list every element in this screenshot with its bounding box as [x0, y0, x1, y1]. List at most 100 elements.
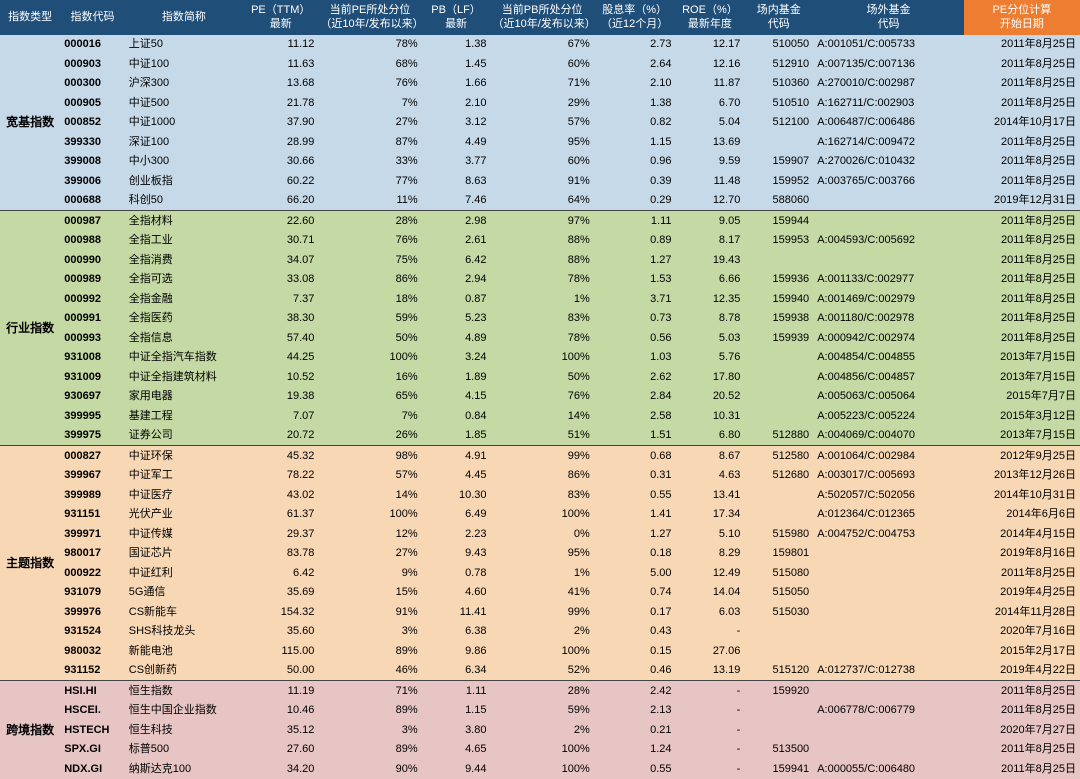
pe-percentile: 65% — [318, 387, 421, 407]
roe: 9.05 — [676, 211, 745, 231]
pe-value: 37.90 — [243, 113, 318, 133]
index-code: 399008 — [60, 152, 125, 172]
fund-outside: A:001051/C:005733 — [813, 35, 964, 55]
pb-value: 4.91 — [422, 446, 491, 466]
roe: 5.10 — [676, 524, 745, 544]
dividend-yield: 0.17 — [594, 602, 676, 622]
index-name: 证券公司 — [125, 426, 243, 446]
pe-percentile: 89% — [318, 740, 421, 760]
index-name: 沪深300 — [125, 74, 243, 94]
roe: 20.52 — [676, 387, 745, 407]
fund-outside — [813, 563, 964, 583]
pe-value: 21.78 — [243, 93, 318, 113]
pe-percentile: 78% — [318, 35, 421, 55]
pb-value: 3.12 — [422, 113, 491, 133]
pb-value: 1.45 — [422, 54, 491, 74]
dividend-yield: 1.41 — [594, 505, 676, 525]
pb-value: 4.15 — [422, 387, 491, 407]
fund-inside: 159940 — [744, 289, 813, 309]
fund-inside — [744, 641, 813, 661]
table-row: 000922中证红利6.429%0.781%5.0012.49515080201… — [0, 563, 1080, 583]
fund-inside: 159953 — [744, 231, 813, 251]
pb-value: 2.61 — [422, 231, 491, 251]
pb-percentile: 64% — [490, 191, 593, 211]
table-row: 930697家用电器19.3865%4.1576%2.8420.52A:0050… — [0, 387, 1080, 407]
fund-outside — [813, 720, 964, 740]
pe-value: 22.60 — [243, 211, 318, 231]
pb-value: 1.66 — [422, 74, 491, 94]
fund-inside — [744, 505, 813, 525]
index-name: 家用电器 — [125, 387, 243, 407]
fund-inside: 159944 — [744, 211, 813, 231]
fund-outside: A:006778/C:006779 — [813, 701, 964, 721]
pb-value: 7.46 — [422, 191, 491, 211]
fund-outside: A:004069/C:004070 — [813, 426, 964, 446]
roe: 17.80 — [676, 367, 745, 387]
pe-value: 27.60 — [243, 740, 318, 760]
fund-outside: A:000055/C:006480 — [813, 759, 964, 779]
pe-value: 11.63 — [243, 54, 318, 74]
roe: 9.59 — [676, 152, 745, 172]
roe: - — [676, 681, 745, 701]
pb-value: 4.65 — [422, 740, 491, 760]
col-header-3: PE（TTM）最新 — [243, 0, 318, 35]
pb-percentile: 100% — [490, 740, 593, 760]
index-code: 000300 — [60, 74, 125, 94]
pe-percentile: 46% — [318, 661, 421, 681]
roe: 12.16 — [676, 54, 745, 74]
fund-outside: A:000942/C:002974 — [813, 328, 964, 348]
pe-start-date: 2019年12月31日 — [964, 191, 1080, 211]
fund-inside: 515120 — [744, 661, 813, 681]
fund-inside: 512880 — [744, 426, 813, 446]
roe: 5.04 — [676, 113, 745, 133]
pe-start-date: 2011年8月25日 — [964, 250, 1080, 270]
table-row: 931151光伏产业61.37100%6.49100%1.4117.34A:01… — [0, 505, 1080, 525]
pe-percentile: 77% — [318, 171, 421, 191]
pe-start-date: 2011年8月25日 — [964, 309, 1080, 329]
group-label: 跨境指数 — [0, 681, 60, 779]
index-code: SPX.GI — [60, 740, 125, 760]
dividend-yield: 2.58 — [594, 406, 676, 426]
pe-start-date: 2011年8月25日 — [964, 701, 1080, 721]
fund-outside: A:001180/C:002978 — [813, 309, 964, 329]
index-name: 5G通信 — [125, 583, 243, 603]
pe-value: 30.71 — [243, 231, 318, 251]
pb-value: 4.45 — [422, 466, 491, 486]
pe-value: 35.60 — [243, 622, 318, 642]
dividend-yield: 0.39 — [594, 171, 676, 191]
table-row: 000988全指工业30.7176%2.6188%0.898.17159953A… — [0, 231, 1080, 251]
roe: 14.04 — [676, 583, 745, 603]
fund-outside — [813, 544, 964, 564]
dividend-yield: 3.71 — [594, 289, 676, 309]
pb-value: 2.10 — [422, 93, 491, 113]
roe: - — [676, 701, 745, 721]
pb-value: 9.43 — [422, 544, 491, 564]
dividend-yield: 0.43 — [594, 622, 676, 642]
roe: 5.03 — [676, 328, 745, 348]
roe: 6.03 — [676, 602, 745, 622]
dividend-yield: 0.31 — [594, 466, 676, 486]
table-row: 000852中证100037.9027%3.1257%0.825.0451210… — [0, 113, 1080, 133]
pe-percentile: 3% — [318, 720, 421, 740]
fund-outside — [813, 740, 964, 760]
table-row: 399330深证10028.9987%4.4995%1.1513.69A:162… — [0, 132, 1080, 152]
fund-outside — [813, 211, 964, 231]
roe: 6.66 — [676, 270, 745, 290]
index-code: 000905 — [60, 93, 125, 113]
index-name: 上证50 — [125, 35, 243, 55]
table-row: 000992全指金融7.3718%0.871%3.7112.35159940A:… — [0, 289, 1080, 309]
pb-value: 1.85 — [422, 426, 491, 446]
pb-value: 2.23 — [422, 524, 491, 544]
pe-percentile: 33% — [318, 152, 421, 172]
table-row: 399971中证传媒29.3712%2.230%1.275.10515980A:… — [0, 524, 1080, 544]
fund-inside: 159801 — [744, 544, 813, 564]
fund-outside: A:502057/C:502056 — [813, 485, 964, 505]
fund-inside: 512910 — [744, 54, 813, 74]
index-name: 中证医疗 — [125, 485, 243, 505]
fund-outside — [813, 681, 964, 701]
fund-inside: 512580 — [744, 446, 813, 466]
index-code: HSTECH — [60, 720, 125, 740]
table-row: 000989全指可选33.0886%2.9478%1.536.66159936A… — [0, 270, 1080, 290]
pe-percentile: 26% — [318, 426, 421, 446]
dividend-yield: 0.15 — [594, 641, 676, 661]
